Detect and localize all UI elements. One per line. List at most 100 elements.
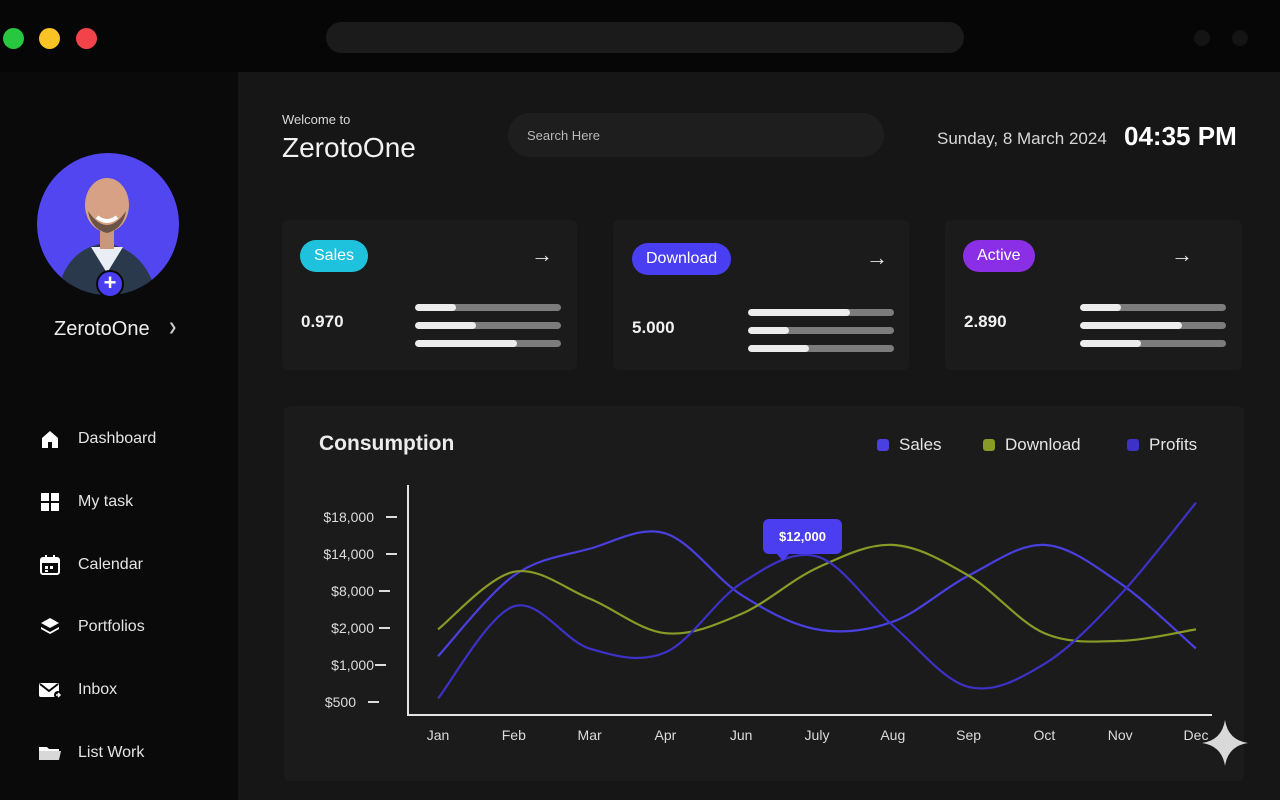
progress-fill [415, 322, 477, 329]
window-maximize-button[interactable] [3, 28, 24, 49]
home-icon [38, 427, 62, 451]
y-tick-mark [379, 590, 390, 592]
x-tick-label: Sep [956, 727, 982, 743]
progress-fill [748, 309, 851, 316]
sidebar-item-label: My task [78, 493, 134, 510]
progress-fill [1080, 340, 1142, 347]
progress-fill [415, 304, 456, 311]
window-control-dot[interactable] [1194, 30, 1210, 46]
chevron-down-icon[interactable]: ❯ [168, 322, 178, 334]
time-label: 04:35 PM [1124, 121, 1237, 151]
progress-bar [415, 304, 561, 311]
window-control-dot[interactable] [1232, 30, 1248, 46]
legend-swatch [983, 439, 995, 451]
stat-card-active[interactable]: Active → 2.890 [945, 220, 1242, 370]
user-name[interactable]: ZerotoOne [54, 318, 150, 340]
date-label: Sunday, 8 March 2024 [937, 129, 1107, 148]
chart-tooltip: $12,000 [763, 519, 842, 554]
sidebar-item-my-task[interactable]: My task [38, 487, 218, 517]
legend-label: Download [1005, 435, 1081, 454]
grid-icon [38, 490, 62, 514]
active-badge: Active [963, 240, 1035, 272]
arrow-right-icon[interactable]: → [531, 242, 553, 267]
sidebar-item-inbox[interactable]: Inbox [38, 675, 218, 705]
add-avatar-button[interactable]: + [96, 270, 124, 298]
sidebar-item-portfolios[interactable]: Portfolios [38, 612, 218, 642]
progress-fill [748, 327, 789, 334]
progress-fill [1080, 322, 1183, 329]
legend-label: Profits [1149, 435, 1198, 454]
sidebar-item-label: List Work [78, 744, 145, 761]
progress-bar [748, 345, 894, 352]
sidebar-item-list-work[interactable]: List Work [38, 738, 218, 768]
chart-title: Consumption [319, 432, 455, 455]
mail-icon [38, 678, 62, 702]
avatar-photo [57, 178, 157, 295]
tooltip-pointer [776, 553, 790, 561]
avatar[interactable] [37, 153, 179, 295]
y-tick-mark [386, 553, 397, 555]
legend-item-sales[interactable]: Sales [877, 435, 942, 455]
progress-bar [1080, 322, 1226, 329]
folder-icon [38, 741, 62, 765]
sidebar-item-label: Dashboard [78, 430, 157, 447]
arrow-right-icon[interactable]: → [1171, 242, 1193, 267]
x-tick-label: Nov [1107, 727, 1133, 743]
legend-swatch [877, 439, 889, 451]
window-minimize-button[interactable] [39, 28, 60, 49]
sales-badge: Sales [300, 240, 369, 272]
layers-icon [38, 615, 62, 639]
progress-fill [748, 345, 810, 352]
y-tick-mark [379, 627, 390, 629]
sidebar-item-label: Calendar [78, 556, 143, 573]
download-badge: Download [632, 243, 732, 275]
progress-fill [415, 340, 518, 347]
x-tick-label: Jan [426, 727, 450, 743]
legend-swatch [1127, 439, 1139, 451]
chart-panel [284, 406, 1244, 781]
sidebar: + ZerotoOne ❯ [0, 72, 238, 800]
sidebar-item-calendar[interactable]: Calendar [38, 550, 218, 580]
sidebar-item-dashboard[interactable]: Dashboard [38, 424, 218, 454]
stat-value: 0.970 [301, 312, 344, 331]
y-tick-mark [386, 516, 397, 518]
window-close-button[interactable] [76, 28, 97, 49]
stat-value: 5.000 [632, 318, 675, 337]
window-titlebar [0, 0, 1280, 72]
calendar-icon [38, 553, 62, 577]
legend-item-profits[interactable]: Profits [1127, 435, 1197, 455]
y-tick-label: $500 [324, 694, 356, 710]
progress-fill [1080, 304, 1121, 311]
progress-bar [748, 327, 894, 334]
y-tick-label: $2,000 [331, 620, 374, 636]
search-input[interactable] [508, 113, 884, 157]
x-tick-label: Mar [577, 727, 602, 743]
y-tick-label: $1,000 [331, 657, 374, 673]
page-title: ZerotoOne [282, 132, 416, 163]
legend-item-download[interactable]: Download [983, 435, 1081, 455]
x-tick-label: Jun [729, 727, 753, 743]
x-tick-label: Feb [501, 727, 526, 743]
y-tick-mark [368, 701, 379, 703]
address-bar[interactable] [326, 22, 964, 53]
x-tick-label: Apr [654, 727, 677, 743]
sparkle-icon[interactable] [1200, 718, 1250, 768]
arrow-right-icon[interactable]: → [866, 245, 888, 270]
progress-bar [415, 322, 561, 329]
legend-label: Sales [899, 435, 942, 454]
y-tick-label: $8,000 [331, 583, 374, 599]
x-tick-label: July [804, 727, 830, 743]
stat-card-sales[interactable]: Sales → 0.970 [282, 220, 577, 370]
progress-bar [1080, 304, 1226, 311]
welcome-subtitle: Welcome to [282, 112, 351, 127]
sidebar-item-label: Inbox [78, 681, 118, 698]
y-tick-label: $14,000 [323, 546, 374, 562]
x-tick-label: Oct [1033, 727, 1056, 743]
stat-card-download[interactable]: Download → 5.000 [613, 220, 909, 370]
x-tick-label: Dec [1183, 727, 1209, 743]
y-tick-mark [375, 664, 386, 666]
x-tick-label: Aug [880, 727, 906, 743]
stat-value: 2.890 [964, 312, 1007, 331]
sidebar-item-label: Portfolios [78, 618, 145, 635]
y-tick-label: $18,000 [323, 509, 374, 525]
